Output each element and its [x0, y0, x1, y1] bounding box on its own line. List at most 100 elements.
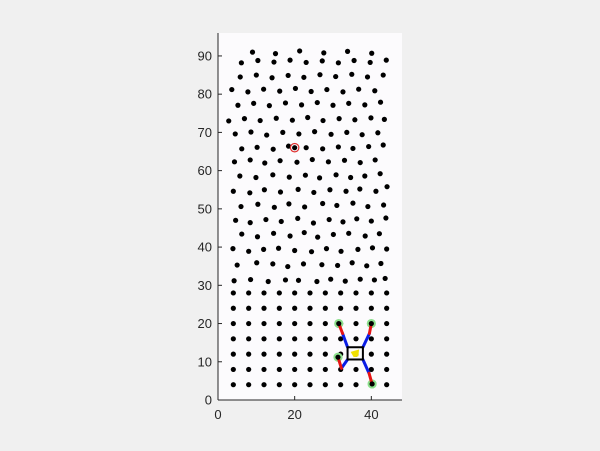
leg-upper-3	[361, 357, 371, 375]
data-point	[325, 159, 331, 165]
data-point	[378, 260, 384, 267]
axes-frame: 0 20 40 0 10 20 30 40 50 60 70 80 90	[198, 33, 402, 422]
data-point	[303, 59, 309, 66]
data-point	[309, 156, 315, 163]
data-point	[321, 50, 327, 56]
data-point	[319, 262, 325, 268]
data-point	[282, 277, 289, 283]
data-point	[261, 305, 267, 311]
data-point	[384, 290, 390, 296]
data-point	[277, 158, 283, 164]
data-point	[307, 382, 313, 388]
data-point	[384, 320, 390, 327]
data-point	[246, 336, 252, 342]
data-point	[230, 290, 236, 296]
data-point	[312, 129, 318, 135]
data-point	[261, 382, 267, 388]
data-point	[307, 366, 313, 373]
data-point	[307, 351, 313, 357]
data-point	[287, 57, 293, 63]
y-tick-label: 50	[198, 201, 212, 216]
foot-point-3	[369, 381, 375, 387]
data-point	[230, 305, 236, 311]
data-point	[314, 99, 320, 106]
data-point	[257, 117, 263, 124]
data-point	[381, 202, 387, 208]
data-point	[253, 174, 259, 181]
data-point	[233, 217, 239, 223]
data-point	[261, 351, 267, 357]
data-point	[384, 382, 390, 388]
data-point	[368, 115, 374, 121]
data-point	[229, 86, 235, 93]
data-point	[232, 131, 238, 137]
data-point	[271, 204, 277, 210]
data-point	[270, 230, 277, 236]
data-point	[254, 144, 260, 150]
y-tick-label: 0	[205, 393, 212, 408]
data-point	[307, 305, 313, 311]
target-point	[292, 145, 298, 151]
data-point	[230, 351, 236, 357]
data-point	[343, 188, 349, 194]
data-point	[320, 117, 326, 124]
data-point	[383, 57, 389, 63]
data-point	[316, 175, 323, 181]
data-point	[384, 336, 390, 342]
data-point	[335, 262, 341, 269]
data-point	[261, 336, 267, 342]
foot-point-2	[335, 354, 341, 360]
data-point	[266, 103, 272, 109]
data-point	[353, 366, 359, 373]
data-point	[368, 351, 374, 357]
data-point	[320, 200, 326, 207]
data-point	[246, 351, 252, 357]
data-point	[307, 336, 313, 342]
data-point	[276, 305, 282, 311]
data-point	[261, 246, 267, 252]
data-point	[270, 146, 276, 152]
data-point	[251, 100, 257, 106]
data-point	[362, 102, 368, 108]
data-point	[359, 132, 365, 138]
data-point	[261, 86, 267, 92]
data-point	[353, 382, 359, 388]
data-point	[307, 320, 313, 327]
data-point	[270, 261, 276, 267]
data-point	[292, 366, 298, 373]
y-tick-label: 90	[198, 48, 212, 63]
data-point	[276, 382, 282, 388]
x-tick-label: 0	[214, 407, 221, 422]
x-tick-label: 40	[364, 407, 378, 422]
data-point	[261, 320, 267, 327]
y-tick-label: 10	[198, 354, 212, 369]
data-point	[322, 382, 328, 388]
data-point	[230, 366, 236, 373]
data-point	[286, 201, 292, 207]
data-point	[373, 188, 379, 194]
data-point	[344, 48, 351, 54]
data-point	[285, 72, 291, 79]
data-point	[384, 184, 390, 190]
y-tick-label: 30	[198, 278, 212, 293]
data-point	[322, 305, 328, 311]
data-point	[276, 290, 282, 296]
data-point	[335, 144, 341, 150]
data-point	[234, 262, 240, 268]
data-point	[261, 290, 267, 296]
data-point	[270, 172, 276, 178]
data-point	[335, 60, 341, 66]
data-point	[302, 204, 308, 210]
data-point	[280, 129, 286, 135]
data-point	[276, 336, 282, 342]
data-point	[310, 220, 317, 226]
data-point	[282, 100, 289, 106]
data-point	[273, 115, 279, 121]
data-point	[365, 203, 371, 210]
data-point	[237, 74, 243, 80]
y-tick-label: 60	[198, 163, 212, 178]
data-point	[271, 59, 277, 65]
data-point	[377, 99, 384, 105]
data-point	[328, 276, 334, 282]
